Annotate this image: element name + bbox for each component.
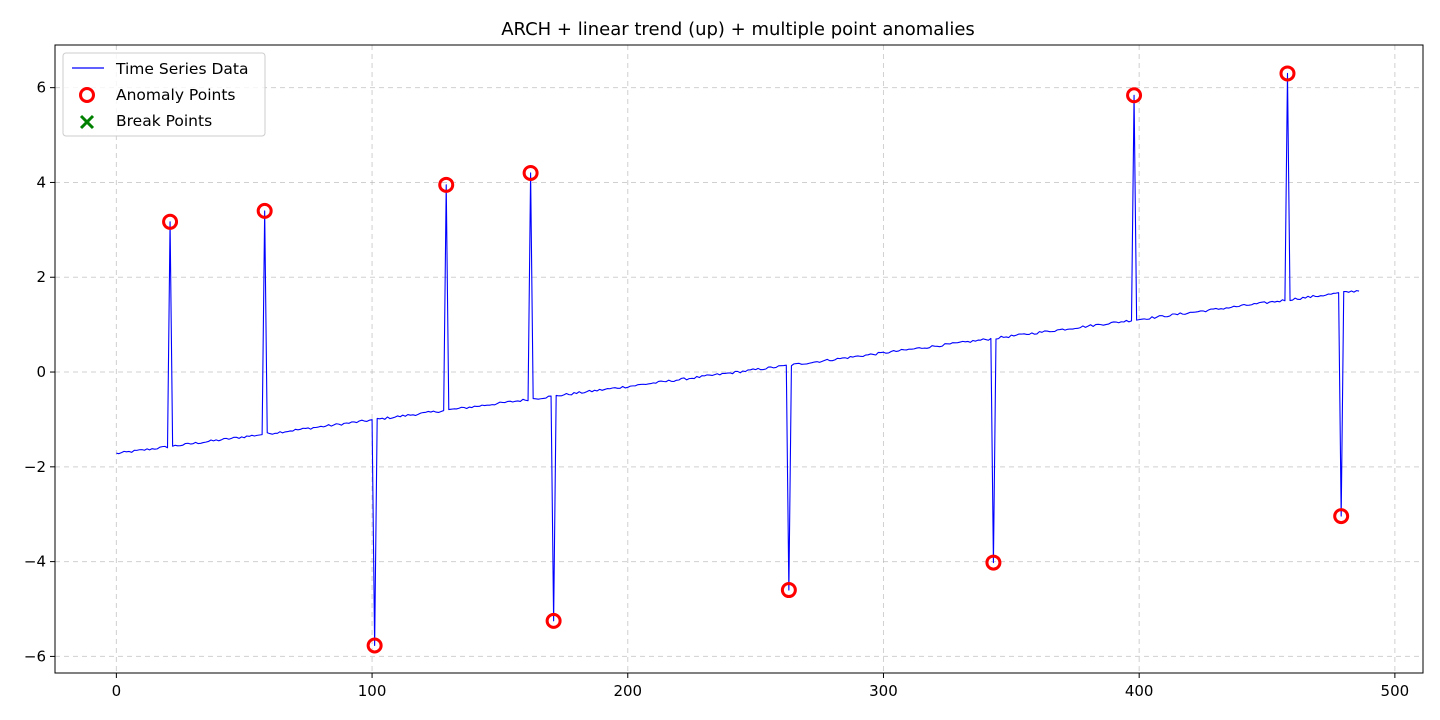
grid [55,45,1423,673]
legend-break-marker [79,114,95,130]
anomaly-points-group [162,65,1350,654]
legend-label-break-points: Break Points [116,112,212,130]
time-series-line [116,72,1360,647]
anomaly-point [438,176,455,193]
y-tick-label: −6 [24,647,46,665]
x-tick-label: 0 [112,682,122,700]
legend-label-anomaly-points: Anomaly Points [116,86,235,104]
legend: Time Series Data Anomaly Points Break Po… [62,52,266,137]
x-tick-label: 400 [1125,682,1154,700]
legend-label-time-series: Time Series Data [115,60,248,78]
plot-frame [54,44,1424,674]
x-tick-label: 200 [613,682,642,700]
anomaly-point [1333,508,1350,525]
time-series-line-group [116,72,1360,647]
anomaly-point [162,213,179,230]
y-tick-label: 4 [36,173,46,191]
x-tick-label: 500 [1381,682,1410,700]
anomaly-point [1126,87,1143,104]
y-tick-label: 6 [36,79,46,97]
y-axis: −6 −4 −2 0 2 4 6 [24,79,55,665]
anomaly-point [522,164,539,181]
anomaly-point [366,637,383,654]
y-tick-label: 2 [36,268,46,286]
anomaly-point [985,554,1002,571]
legend-box [62,52,266,137]
chart-title: ARCH + linear trend (up) + multiple poin… [501,19,975,40]
anomaly-point [545,612,562,629]
anomaly-point [256,202,273,219]
anomaly-point [1279,65,1296,82]
x-tick-label: 300 [869,682,898,700]
anomaly-point [780,582,797,599]
y-tick-label: 0 [36,363,46,381]
y-tick-label: −2 [24,458,46,476]
legend-anomaly-marker [79,87,95,103]
x-axis: 0 100 200 300 400 500 [112,673,1410,700]
x-tick-label: 100 [358,682,387,700]
y-tick-label: −4 [24,553,46,571]
